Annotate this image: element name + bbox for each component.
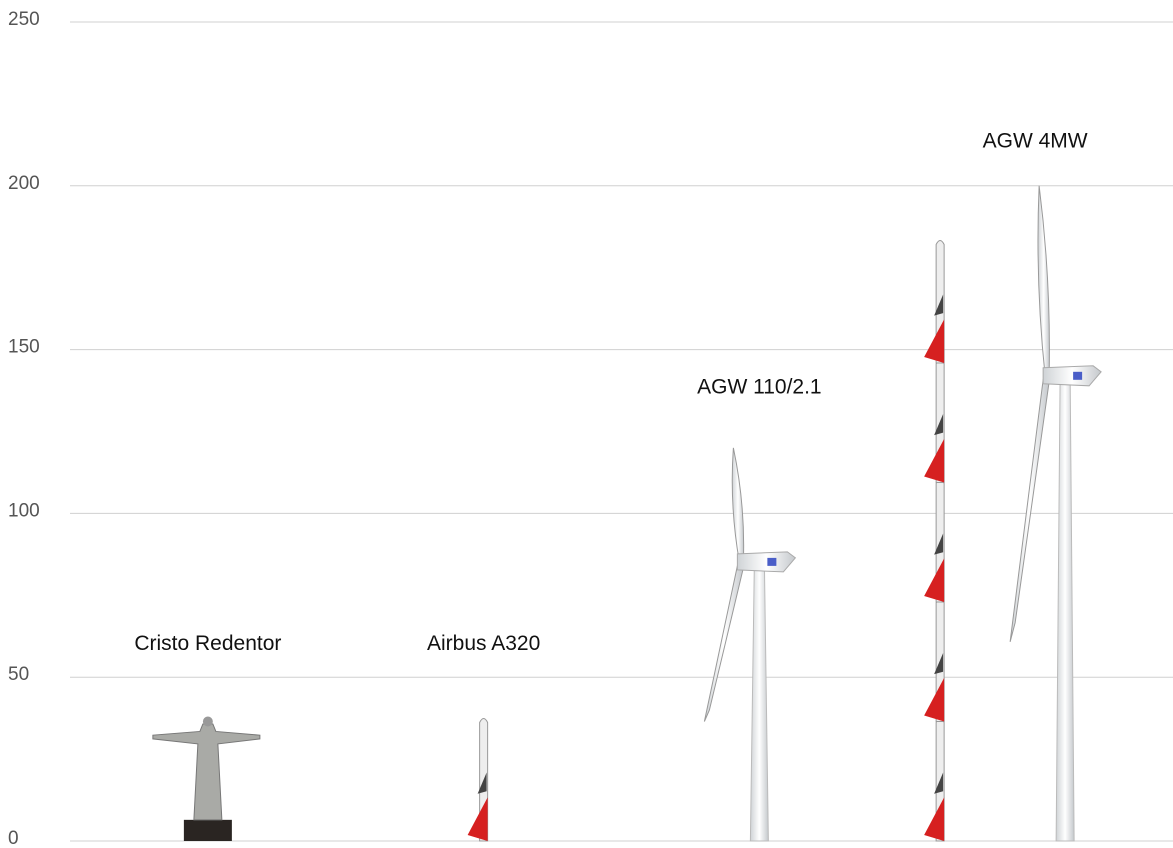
category-label: AGW 4MW (983, 129, 1088, 152)
y-tick-label: 250 (8, 9, 40, 30)
plane-tail (924, 558, 945, 602)
plane-stack (924, 718, 945, 842)
statue-head (202, 716, 213, 727)
turbine-tower (749, 561, 769, 842)
plane-tail (467, 797, 488, 841)
turbine-logo (767, 557, 777, 566)
turbine-blade (731, 447, 745, 563)
plane-tail (924, 797, 945, 841)
plane (467, 718, 489, 842)
plane-wing (934, 653, 944, 675)
statue-body (152, 723, 261, 821)
plane-stack (924, 239, 945, 364)
statue-base (183, 819, 232, 841)
turbine-blade (1009, 379, 1050, 642)
turbine (1009, 185, 1102, 842)
plane-wing (477, 772, 487, 794)
y-tick-label: 200 (8, 173, 40, 194)
plane-tail (924, 319, 945, 363)
category-label: Airbus A320 (427, 632, 540, 655)
plane-stack (924, 598, 945, 722)
plane-wing (934, 533, 944, 555)
y-tick-label: 100 (8, 500, 40, 521)
statue (152, 716, 261, 841)
plane-wing (934, 772, 944, 794)
plane-wing (934, 294, 944, 316)
turbine-logo (1073, 371, 1083, 380)
turbine-blade (703, 565, 744, 722)
turbine-tower (1055, 375, 1075, 842)
plane-tail (924, 438, 945, 483)
category-label: AGW 110/2.1 (697, 375, 822, 398)
turbine-nacelle (1042, 365, 1102, 387)
y-tick-label: 50 (8, 664, 29, 685)
plane-wing (934, 414, 944, 436)
plane-stack (924, 359, 945, 483)
turbine-nacelle (736, 551, 797, 573)
plane-tail (924, 677, 945, 722)
y-tick-label: 0 (8, 828, 19, 848)
turbine (703, 447, 797, 842)
turbine-blade (1037, 185, 1050, 377)
plane-stack (924, 479, 945, 603)
category-label: Cristo Redentor (134, 632, 281, 655)
y-tick-label: 150 (8, 337, 40, 358)
